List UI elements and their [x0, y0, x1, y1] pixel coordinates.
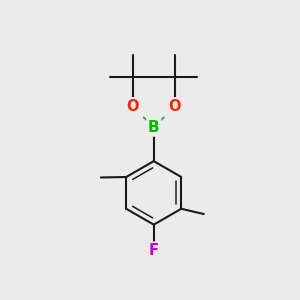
Text: O: O: [169, 99, 181, 114]
Text: B: B: [148, 120, 160, 135]
Text: O: O: [126, 99, 139, 114]
Text: F: F: [149, 243, 159, 258]
